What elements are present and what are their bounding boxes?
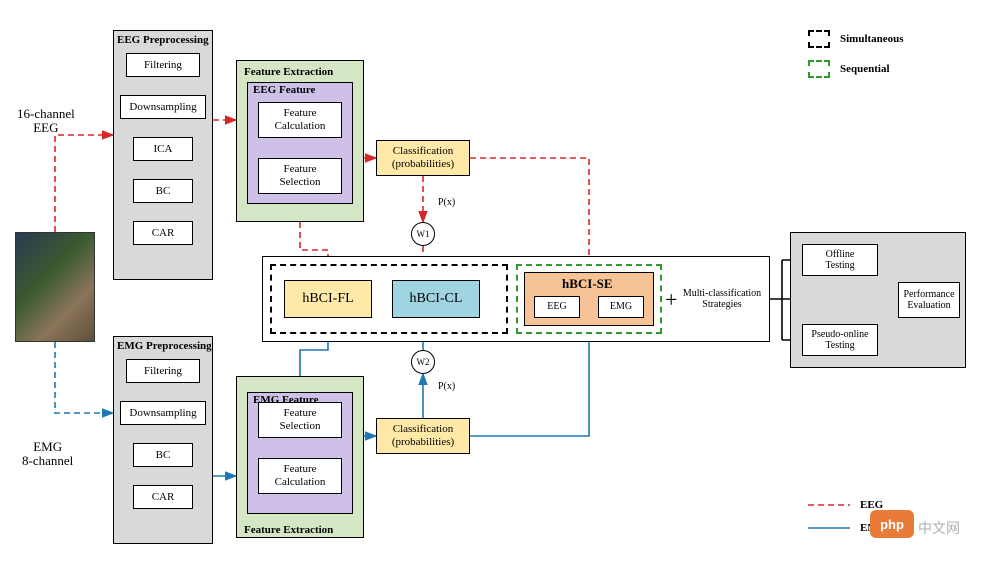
eeg-feature-title: EEG Feature — [253, 84, 315, 96]
hbci-cl-box: hBCI-CL — [392, 280, 480, 318]
hbci-fl-box: hBCI-FL — [284, 280, 372, 318]
multi-classification-box: Multi-classificationStrategies — [680, 276, 764, 322]
emg-pre-downsampling-box: Downsampling — [120, 401, 206, 425]
eeg-pre-downsampling-box: Downsampling — [120, 95, 206, 119]
offline-testing-box: OfflineTesting — [802, 244, 878, 276]
hbci-se-eeg-box: EEG — [534, 296, 580, 318]
w1-circle: W1 — [411, 222, 435, 246]
emg-feat-feat_calc-box: FeatureCalculation — [258, 458, 342, 494]
eeg-preprocessing-title: EEG Preprocessing — [117, 34, 209, 46]
emg-input-label: EMG8-channel — [22, 440, 73, 469]
eeg-feat-feat_sel-box: FeatureSelection — [258, 158, 342, 194]
emg-pre-filtering-box: Filtering — [126, 359, 200, 383]
eeg-feature-extraction-title: Feature Extraction — [244, 66, 333, 78]
px-emg-label: P(x) — [438, 381, 455, 392]
eeg-pre-bc-box: BC — [133, 179, 193, 203]
hbci-se-title: hBCI-SE — [562, 276, 613, 292]
legend-sequential-swatch — [808, 60, 830, 78]
legend-sequential-label: Sequential — [840, 63, 890, 75]
px-eeg-label: P(x) — [438, 197, 455, 208]
emg-preprocessing-title: EMG Preprocessing — [117, 340, 212, 352]
source-image-placeholder — [15, 232, 95, 342]
watermark-text: 中文网 — [918, 518, 960, 538]
legend-simultaneous-swatch — [808, 30, 830, 48]
classification-emg-box: Classification(probabilities) — [376, 418, 470, 454]
legend-simultaneous-label: Simultaneous — [840, 33, 904, 45]
eeg-pre-car-box: CAR — [133, 221, 193, 245]
eeg-pre-ica-box: ICA — [133, 137, 193, 161]
emg-pre-car-box: CAR — [133, 485, 193, 509]
eeg-feat-feat_calc-box: FeatureCalculation — [258, 102, 342, 138]
emg-pre-bc-box: BC — [133, 443, 193, 467]
logo-icon: php — [870, 510, 914, 538]
classification-eeg-box: Classification(probabilities) — [376, 140, 470, 176]
performance-evaluation-box: PerformanceEvaluation — [898, 282, 960, 318]
pseudo-online-testing-box: Pseudo-onlineTesting — [802, 324, 878, 356]
eeg-input-label: 16-channelEEG — [17, 107, 75, 136]
eeg-pre-filtering-box: Filtering — [126, 53, 200, 77]
emg-feature-extraction-title: Feature Extraction — [244, 524, 333, 536]
hbci-se-emg-box: EMG — [598, 296, 644, 318]
w2-circle: W2 — [411, 350, 435, 374]
emg-feat-feat_sel-box: FeatureSelection — [258, 402, 342, 438]
plus-icon: + — [665, 287, 677, 313]
